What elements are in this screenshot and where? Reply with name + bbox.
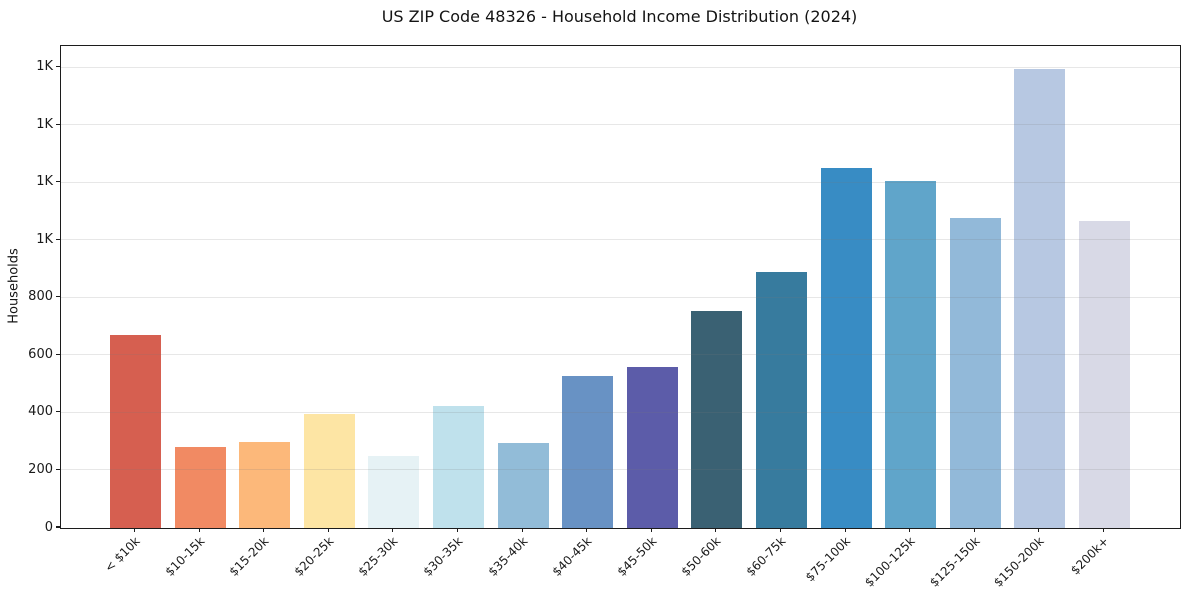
x-tick-mark [650,527,652,532]
y-tick-mark [56,411,60,413]
x-tick-mark [973,527,975,532]
x-tick-label: $45-50k [614,534,660,579]
x-tick-label: $125-150k [926,534,983,590]
bar-10k [110,335,161,528]
x-tick-label: $30-35k [420,534,466,579]
x-tick-label: $10-15k [162,534,207,579]
x-tick-label: $20-25k [291,534,337,579]
x-tick-mark [779,527,782,532]
x-tick-label: $25-30k [355,534,401,579]
y-tick-label: 0 [44,519,53,535]
gridline [61,124,1180,126]
x-tick-mark [844,527,846,532]
y-tick-label: 1K [36,116,53,132]
y-tick-label: 200 [28,461,53,477]
x-tick-label: $35-40k [485,534,530,579]
x-tick-mark [909,527,911,532]
y-tick-label: 600 [28,346,53,362]
x-tick-mark [263,527,265,532]
bar-35-40k [497,443,549,528]
bar-15-20k [239,441,291,528]
x-tick-mark [586,527,588,532]
x-tick-label: $150-200k [991,534,1047,590]
x-tick-label: $60-75k [743,534,789,579]
x-tick-label: $200k+ [1067,534,1112,578]
bar-25-30k [368,455,420,528]
y-tick-mark [56,296,60,298]
x-tick-label: $50-60k [678,534,724,579]
bar-20-25k [303,414,355,528]
y-tick-mark [56,123,60,125]
x-tick-mark [456,527,459,532]
x-tick-label: $100-125k [861,534,918,590]
x-tick-mark [392,527,394,532]
gridline [61,239,1180,241]
plot-area [60,45,1181,529]
x-tick-label: $40-45k [549,534,595,579]
gridline [61,296,1180,298]
x-tick-mark [1102,527,1105,532]
y-tick-mark [56,468,60,470]
x-tick-mark [327,527,329,532]
bar-50-60k [691,311,743,528]
y-axis-title: Households [6,248,22,324]
y-tick-mark [56,353,60,355]
bar-150-200k [1014,69,1066,528]
y-tick-mark [56,66,60,68]
x-tick-mark [1038,527,1040,532]
gridline [61,354,1180,356]
x-tick-label: < $10k [101,534,143,575]
bar-45-50k [626,366,678,528]
bar-125-150k [949,217,1001,528]
chart-title: US ZIP Code 48326 - Household Income Dis… [381,7,858,26]
bar-10-15k [174,447,226,528]
x-tick-mark [133,527,136,532]
y-tick-label: 1K [36,174,53,190]
bar-75-100k [820,168,872,528]
x-tick-mark [198,527,200,532]
gridline [61,469,1180,471]
y-tick-label: 1K [36,231,53,247]
y-tick-mark [56,526,60,528]
y-tick-label: 1K [36,59,53,75]
bar-200k+ [1079,220,1130,528]
x-tick-label: $15-20k [226,534,272,579]
bar-100-125k [885,181,937,528]
x-tick-mark [715,527,717,532]
gridline [61,181,1180,183]
bar-30-35k [433,406,484,528]
y-tick-label: 800 [28,289,53,305]
y-tick-mark [56,238,60,240]
y-tick-label: 400 [28,404,53,420]
bar-40-45k [562,376,614,528]
x-tick-mark [521,527,523,532]
gridline [61,66,1180,68]
x-tick-label: $75-100k [802,534,853,585]
y-tick-mark [56,181,60,183]
gridline [61,411,1180,413]
bar-60-75k [756,271,807,528]
